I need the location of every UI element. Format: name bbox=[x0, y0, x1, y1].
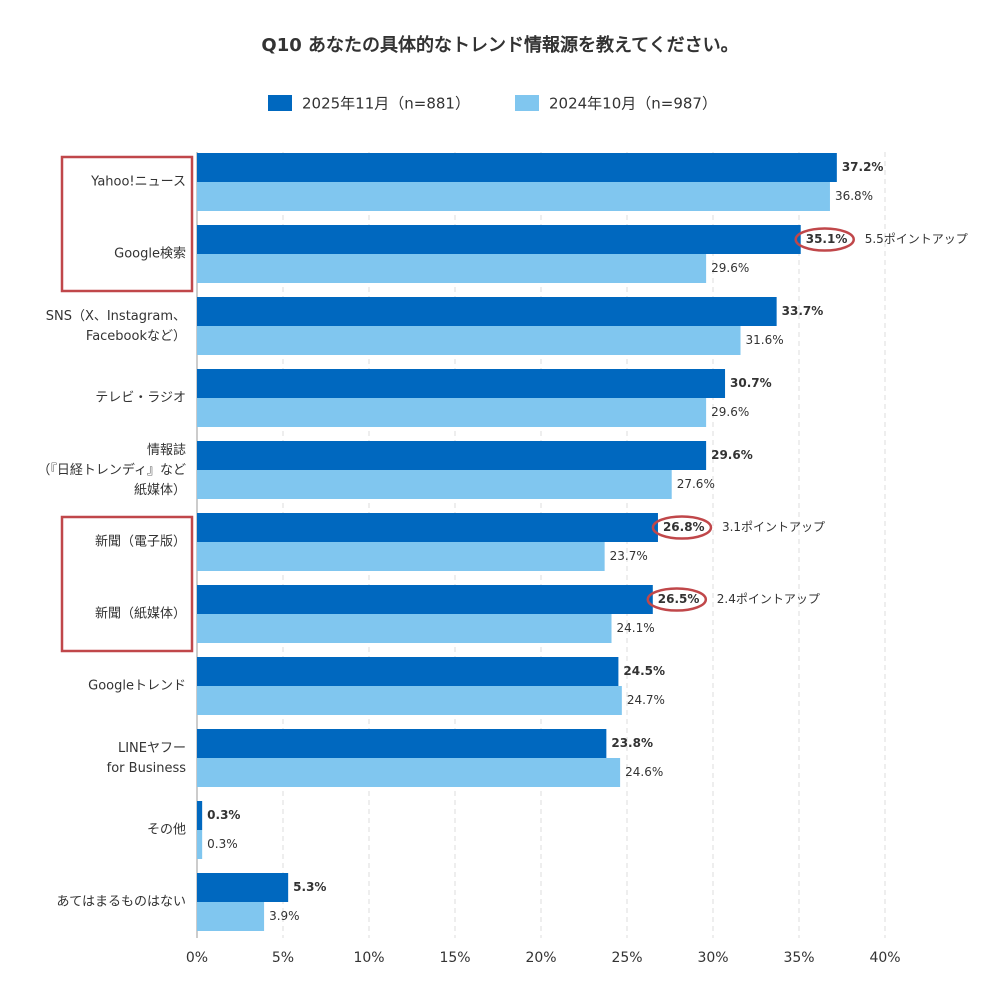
x-tick-label: 10% bbox=[353, 950, 384, 966]
y-tick-label: SNS（X、Instagram、 Facebookなど） bbox=[46, 309, 186, 344]
bar bbox=[197, 873, 289, 902]
value-label: 0.3% bbox=[207, 808, 240, 822]
value-label: 26.8% bbox=[663, 520, 705, 534]
value-label: 29.6% bbox=[711, 448, 753, 462]
y-tick-label: LINEヤフー for Business bbox=[107, 741, 187, 776]
x-tick-label: 30% bbox=[697, 950, 728, 966]
value-label: 27.6% bbox=[677, 477, 715, 491]
value-label: 37.2% bbox=[842, 160, 884, 174]
chart-title: Q10 あなたの具体的なトレンド情報源を教えてください。 bbox=[261, 34, 738, 56]
x-tick-label: 25% bbox=[611, 950, 642, 966]
value-label: 23.8% bbox=[611, 736, 653, 750]
y-tick-label: Yahoo!ニュース bbox=[90, 175, 186, 190]
bar bbox=[197, 326, 741, 355]
legend-label: 2025年11月（n=881） bbox=[302, 95, 470, 113]
y-tick-label: 新聞（電子版） bbox=[95, 534, 186, 550]
bar bbox=[197, 729, 607, 758]
bar bbox=[197, 542, 605, 571]
highlight-box bbox=[60, 155, 194, 293]
bar bbox=[197, 297, 777, 326]
value-label: 31.6% bbox=[746, 333, 784, 347]
value-label: 33.7% bbox=[782, 304, 824, 318]
value-label: 3.9% bbox=[269, 909, 300, 923]
annotation: 3.1ポイントアップ bbox=[722, 520, 825, 534]
bar bbox=[197, 657, 619, 686]
bar bbox=[197, 398, 707, 427]
bar bbox=[197, 758, 621, 787]
highlight-circle bbox=[646, 587, 708, 612]
x-tick-label: 40% bbox=[869, 950, 900, 966]
annotation: 2.4ポイントアップ bbox=[717, 592, 820, 606]
bar bbox=[197, 801, 203, 830]
bar bbox=[197, 254, 707, 283]
value-label: 30.7% bbox=[730, 376, 772, 390]
x-tick-label: 0% bbox=[186, 950, 208, 966]
x-tick-label: 20% bbox=[525, 950, 556, 966]
legend-label: 2024年10月（n=987） bbox=[549, 95, 717, 113]
y-tick-label: テレビ・ラジオ bbox=[95, 391, 186, 406]
bar bbox=[197, 470, 672, 499]
bar bbox=[197, 902, 265, 931]
y-tick-label: その他 bbox=[147, 823, 186, 838]
highlight-circle bbox=[651, 515, 713, 540]
highlight-circle bbox=[794, 227, 855, 252]
x-tick-label: 5% bbox=[272, 950, 294, 966]
value-label: 29.6% bbox=[711, 405, 749, 419]
bar bbox=[197, 225, 801, 254]
bar bbox=[197, 585, 653, 614]
y-tick-label: 情報誌（『日経トレンディ』など紙媒体） bbox=[37, 442, 186, 498]
value-label: 5.3% bbox=[293, 880, 326, 894]
bar bbox=[197, 369, 726, 398]
value-label: 29.6% bbox=[711, 261, 749, 275]
y-tick-label: 新聞（紙媒体） bbox=[95, 606, 186, 622]
value-label: 24.6% bbox=[625, 765, 663, 779]
value-label: 26.5% bbox=[658, 592, 700, 606]
bar bbox=[197, 153, 837, 182]
legend-swatch bbox=[268, 95, 292, 111]
bar bbox=[197, 614, 612, 643]
value-label: 36.8% bbox=[835, 189, 873, 203]
value-label: 23.7% bbox=[610, 549, 648, 563]
bar bbox=[197, 830, 203, 859]
value-label: 24.5% bbox=[623, 664, 665, 678]
bar bbox=[197, 513, 658, 542]
value-label: 35.1% bbox=[806, 232, 848, 246]
bar bbox=[197, 182, 830, 211]
x-tick-label: 35% bbox=[783, 950, 814, 966]
y-tick-label: あてはまるものはない bbox=[57, 895, 186, 910]
annotation: 5.5ポイントアップ bbox=[865, 232, 968, 246]
bar bbox=[197, 686, 622, 715]
value-label: 0.3% bbox=[207, 837, 238, 851]
highlight-box bbox=[60, 515, 194, 653]
value-label: 24.7% bbox=[627, 693, 665, 707]
y-tick-label: Google検索 bbox=[114, 247, 186, 262]
x-tick-label: 15% bbox=[439, 950, 470, 966]
legend-swatch bbox=[515, 95, 539, 111]
y-tick-label: Googleトレンド bbox=[88, 679, 186, 694]
value-label: 24.1% bbox=[617, 621, 655, 635]
bar bbox=[197, 441, 707, 470]
